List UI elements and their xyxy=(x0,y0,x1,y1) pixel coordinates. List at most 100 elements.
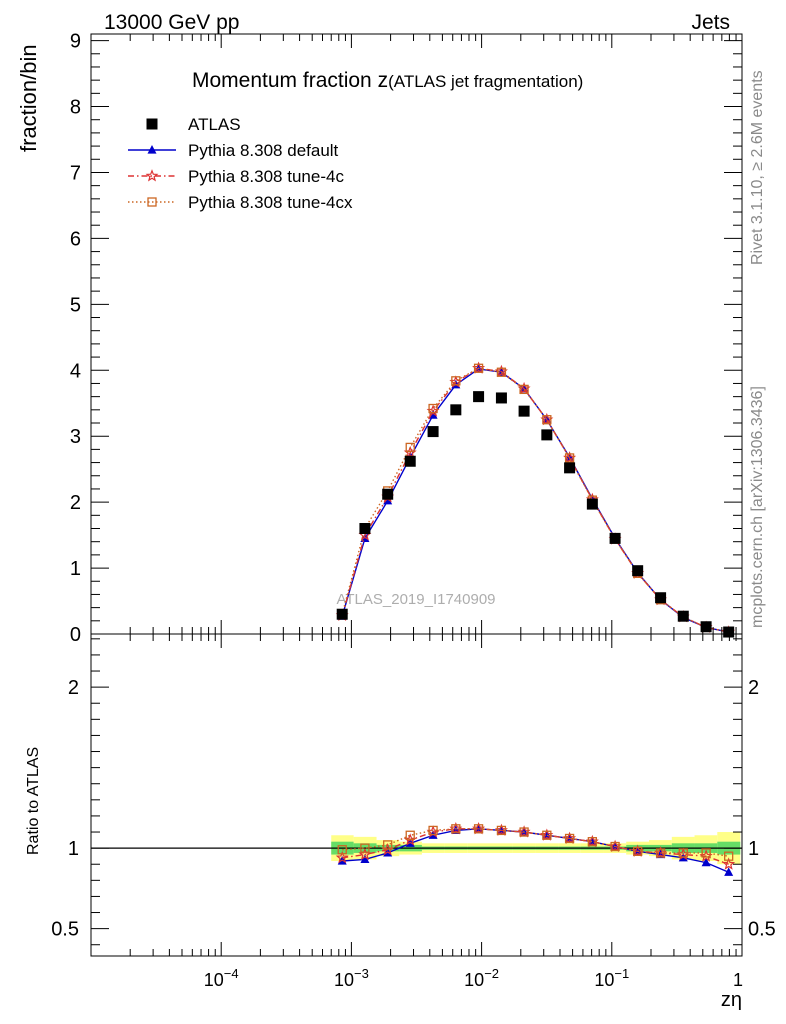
axes-layer: 10−4 10−3 10−2 10−1 1 0 1 2 3 4 5 6 7 8 9 0.5 0.5 1 1 2 2 xyxy=(51,31,776,990)
data-point-square xyxy=(541,429,553,441)
y-tick-label: 2 xyxy=(70,492,81,514)
main-series-0 xyxy=(336,391,735,638)
data-point-open-square xyxy=(564,453,575,463)
ratio-plot-frame xyxy=(90,633,743,957)
data-point-square xyxy=(336,608,348,620)
data-point-open-square xyxy=(519,384,529,395)
ratio-y-tick-label-right: 0.5 xyxy=(748,919,776,941)
data-point-open-square xyxy=(701,848,711,858)
data-point-open-square xyxy=(678,848,688,858)
header-energy-label: 13000 GeV pp xyxy=(104,11,239,34)
data-point-star xyxy=(722,857,736,870)
data-point-square xyxy=(450,404,462,416)
data-point-square xyxy=(677,610,689,622)
y-tick-label: 0 xyxy=(70,624,81,646)
data-point-open-square xyxy=(610,841,620,852)
x-tick-label: 10−3 xyxy=(334,966,369,990)
data-point-square xyxy=(427,426,439,438)
data-point-triangle xyxy=(724,867,734,876)
legend-entry-0: ATLAS xyxy=(146,115,241,134)
ratio-y-tick-label: 0.5 xyxy=(51,919,79,941)
data-point-open-square xyxy=(633,846,643,856)
data-point-triangle xyxy=(147,145,157,154)
data-point-square xyxy=(359,523,371,535)
chart-subtitle: (ATLAS jet fragmentation) xyxy=(388,72,583,91)
data-point-square xyxy=(564,462,576,474)
data-point-square xyxy=(586,498,598,510)
data-point-open-square xyxy=(451,824,461,834)
header-category-label: Jets xyxy=(691,11,730,34)
ratio-y-tick-label: 1 xyxy=(68,838,79,860)
data-point-star xyxy=(358,847,372,861)
series-layer xyxy=(335,361,736,876)
data-point-triangle xyxy=(383,495,393,505)
data-point-open-square xyxy=(542,830,552,840)
data-point-open-square xyxy=(587,837,598,847)
data-point-open-square xyxy=(405,442,415,453)
mcplots-label: mcplots.cern.ch [arXiv:1306.3436] xyxy=(749,386,766,628)
legend-label: Pythia 8.308 tune-4cx xyxy=(188,193,353,212)
data-point-star xyxy=(335,850,349,864)
legend-label: Pythia 8.308 default xyxy=(188,141,339,160)
ratio-y-tick-label-right: 2 xyxy=(748,677,759,699)
y-tick-label: 7 xyxy=(70,162,81,184)
analysis-watermark: ATLAS_2019_I1740909 xyxy=(336,591,495,608)
ratio-y-tick-label-right: 1 xyxy=(748,838,759,860)
data-point-square xyxy=(404,455,416,467)
ratio-series-2 xyxy=(337,824,734,861)
x-tick-label: 1 xyxy=(733,970,743,990)
y-tick-label: 9 xyxy=(70,31,81,53)
y-tick-label: 8 xyxy=(70,97,81,119)
legend-label: Pythia 8.308 tune-4c xyxy=(188,167,344,186)
ratio-series-line xyxy=(342,828,729,857)
data-point-star xyxy=(145,169,159,182)
legend-label: ATLAS xyxy=(188,115,241,134)
legend-entry-3: Pythia 8.308 tune-4cx xyxy=(128,193,353,212)
data-point-square xyxy=(632,565,644,577)
y-tick-label: 5 xyxy=(70,294,81,316)
chart-title: Momentum fraction z(ATLAS jet fragmentat… xyxy=(192,69,583,92)
x-tick-label: 10−4 xyxy=(204,966,239,990)
data-point-open-square xyxy=(655,848,666,858)
y-tick-label: 1 xyxy=(70,558,81,580)
data-point-open-square xyxy=(405,830,415,840)
data-point-open-square xyxy=(564,833,575,844)
data-point-open-square xyxy=(519,827,529,837)
data-point-open-square xyxy=(496,825,507,836)
x-tick-label: 10−1 xyxy=(594,966,629,990)
y-tick-label: 6 xyxy=(70,228,81,250)
data-point-open-square xyxy=(428,403,438,414)
data-point-open-square xyxy=(724,851,734,861)
rivet-version-label: Rivet 3.1.10, ≥ 2.6M events xyxy=(749,70,766,265)
data-point-square xyxy=(655,592,667,604)
data-point-square xyxy=(473,391,485,403)
legend-entry-1: Pythia 8.308 default xyxy=(128,141,339,160)
data-point-square xyxy=(609,532,621,544)
x-tick-label: 10−2 xyxy=(464,966,499,990)
data-point-open-square xyxy=(473,363,484,373)
x-axis-label: zη xyxy=(721,989,742,1011)
data-point-square xyxy=(518,405,530,417)
data-point-open-square xyxy=(360,843,370,853)
data-point-square xyxy=(146,118,158,130)
y-tick-label: 3 xyxy=(70,426,81,448)
chart-title-main: Momentum fraction z xyxy=(192,69,388,92)
data-point-open-square xyxy=(337,845,347,855)
legend: ATLAS Pythia 8.308 default Pythia 8.308 tu… xyxy=(128,115,353,212)
main-y-axis-label: fraction/bin xyxy=(16,44,41,152)
data-point-open-square xyxy=(428,825,438,836)
data-point-open-square xyxy=(496,367,507,377)
ratio-y-axis-label: Ratio to ATLAS xyxy=(25,747,42,855)
data-point-open-square xyxy=(383,840,393,850)
data-point-square xyxy=(700,621,712,633)
data-point-open-square xyxy=(451,376,461,386)
data-point-open-square xyxy=(473,824,484,834)
data-point-triangle xyxy=(701,857,711,867)
data-point-open-square xyxy=(542,415,552,425)
data-point-square xyxy=(495,392,507,404)
ratio-bands-layer xyxy=(91,832,742,865)
data-point-open-square xyxy=(147,197,157,207)
data-point-triangle xyxy=(360,854,370,863)
ratio-y-tick-label: 2 xyxy=(68,677,79,699)
